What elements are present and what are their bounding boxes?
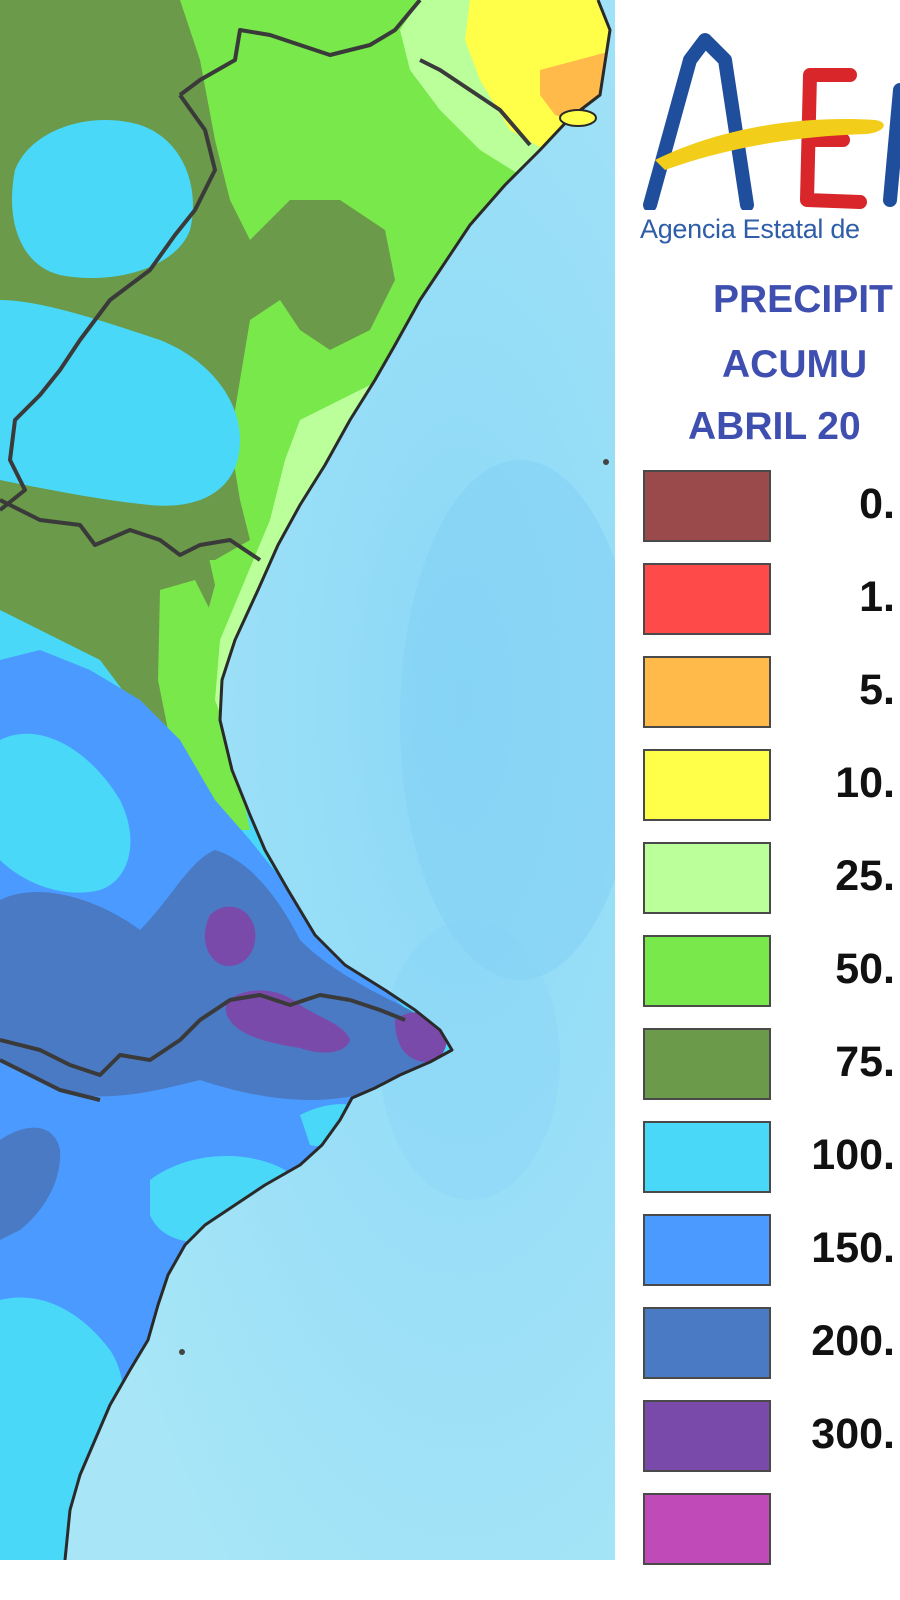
legend-swatch bbox=[643, 470, 771, 542]
border-line bbox=[419, 58, 532, 147]
sea-shade bbox=[380, 920, 560, 1200]
border-line bbox=[0, 498, 262, 562]
zone-200-sw bbox=[0, 1127, 61, 1240]
legend-swatch bbox=[643, 935, 771, 1007]
legend-swatch bbox=[643, 1028, 771, 1100]
legend-swatch bbox=[643, 656, 771, 728]
title-line-1: PRECIPIT bbox=[713, 278, 893, 321]
legend-label: 1. bbox=[859, 573, 895, 621]
precipitation-map bbox=[0, 0, 615, 1560]
legend-item: 75. bbox=[643, 1028, 900, 1102]
legend-swatch bbox=[643, 563, 771, 635]
zone-100-west bbox=[0, 300, 240, 506]
legend-swatch bbox=[643, 1214, 771, 1286]
province-borders bbox=[0, 0, 532, 1102]
legend-swatch bbox=[643, 1307, 771, 1379]
title-line-3: ABRIL 20 bbox=[688, 405, 861, 448]
legend-label: 0. bbox=[859, 480, 895, 528]
zone-100-patch bbox=[0, 733, 131, 893]
legend-label: 10. bbox=[835, 759, 895, 807]
legend-label: 200. bbox=[811, 1317, 895, 1365]
logo-swoosh bbox=[655, 119, 884, 170]
title-line-2: ACUMU bbox=[722, 343, 868, 386]
logo-letter-m bbox=[883, 83, 900, 207]
border-line bbox=[0, 93, 217, 512]
island bbox=[603, 459, 609, 465]
legend-swatch bbox=[643, 842, 771, 914]
legend-label: 100. bbox=[811, 1131, 895, 1179]
legend-item: 5. bbox=[643, 656, 900, 730]
legend-swatch bbox=[643, 1493, 771, 1565]
zone-300-b bbox=[225, 990, 350, 1053]
legend-label: 50. bbox=[835, 945, 895, 993]
zone-100-lake bbox=[12, 120, 193, 278]
legend-item: 0. bbox=[643, 470, 900, 544]
agency-name: Agencia Estatal de bbox=[640, 214, 860, 244]
coastline bbox=[63, 0, 612, 1560]
aemet-logo bbox=[643, 33, 900, 210]
legend-item: 1. bbox=[643, 563, 900, 637]
legend-label: 300. bbox=[811, 1410, 895, 1458]
border-line bbox=[178, 0, 422, 97]
legend-item: 10. bbox=[643, 749, 900, 823]
border-line bbox=[0, 1058, 101, 1102]
logo-letter-a bbox=[643, 33, 754, 210]
legend-label: 150. bbox=[811, 1224, 895, 1272]
legend-swatch bbox=[643, 1400, 771, 1472]
border-line bbox=[0, 993, 351, 1077]
sea-shade bbox=[400, 460, 615, 980]
legend-swatch bbox=[643, 1121, 771, 1193]
border-line bbox=[349, 998, 406, 1022]
legend-panel: Agencia Estatal de PRECIPIT ACUMU ABRIL … bbox=[615, 0, 900, 1600]
legend-label: 5. bbox=[859, 666, 895, 714]
island bbox=[559, 109, 597, 127]
zone-300-a bbox=[204, 906, 256, 966]
logo-letter-e bbox=[800, 68, 867, 209]
zone-100-south bbox=[0, 1297, 124, 1560]
island bbox=[179, 1349, 185, 1355]
legend-item: 50. bbox=[643, 935, 900, 1009]
legend-label: 25. bbox=[835, 852, 895, 900]
legend-label: 75. bbox=[835, 1038, 895, 1086]
legend-swatch bbox=[643, 749, 771, 821]
map-canvas bbox=[0, 0, 615, 1560]
legend-item: 300. bbox=[643, 1400, 900, 1474]
legend-item: 150. bbox=[643, 1214, 900, 1288]
legend-item: 25. bbox=[643, 842, 900, 916]
legend-item bbox=[643, 1493, 900, 1567]
legend-item: 200. bbox=[643, 1307, 900, 1381]
zone-50-north bbox=[0, 0, 610, 830]
legend-item: 100. bbox=[643, 1121, 900, 1195]
